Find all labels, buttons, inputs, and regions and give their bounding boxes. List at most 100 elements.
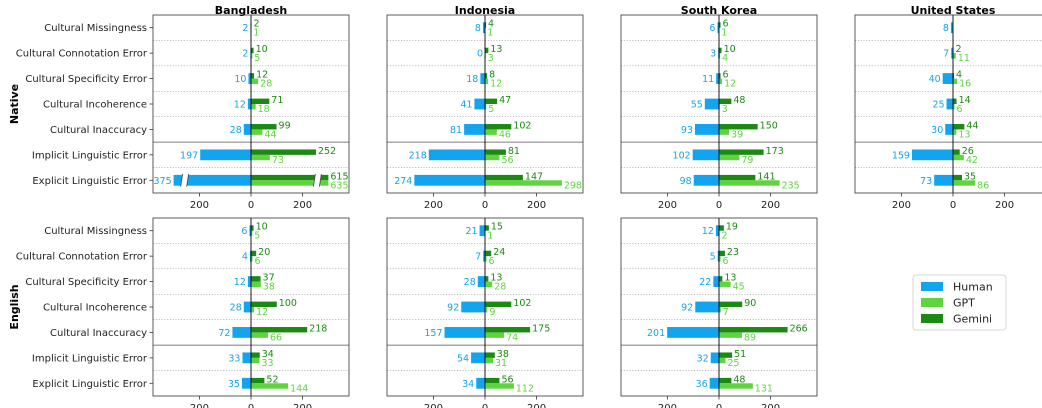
label-gpt-cultural-incoherence: 5: [488, 104, 494, 115]
label-human-cultural-specificity-error: 12: [234, 277, 246, 288]
bar-gemini-cultural-specificity-error: [719, 73, 721, 79]
bar-human-cultural-specificity-error: [716, 73, 719, 84]
y-tick-label-cultural-specificity-error: Cultural Specificity Error: [25, 74, 148, 85]
label-gpt-cultural-specificity-error: 28: [260, 79, 272, 90]
label-gemini-cultural-inaccuracy: 44: [966, 120, 978, 131]
x-tick-label: 200: [892, 200, 911, 211]
label-gpt-cultural-specificity-error: 45: [733, 282, 745, 293]
axis-break-line: [180, 173, 184, 187]
label-gpt-cultural-missingness: 1: [253, 28, 259, 39]
label-gemini-implicit-linguistic-error: 26: [962, 146, 974, 157]
label-human-cultural-connotation-error: 5: [710, 252, 716, 263]
bar-gpt-cultural-specificity-error: [251, 78, 259, 84]
label-gpt-explicit-linguistic-error: 235: [782, 180, 800, 191]
label-gemini-explicit-linguistic-error: 56: [501, 374, 513, 385]
axis-break-mark: [180, 173, 189, 187]
label-gpt-implicit-linguistic-error: 42: [966, 155, 978, 166]
bar-gemini-cultural-incoherence: [485, 98, 498, 104]
label-human-cultural-inaccuracy: 30: [931, 125, 943, 136]
bar-gemini-implicit-linguistic-error: [251, 352, 260, 358]
bar-gemini-cultural-incoherence: [719, 98, 732, 104]
bar-gemini-implicit-linguistic-error: [251, 149, 316, 155]
label-human-cultural-missingness: 8: [475, 23, 481, 34]
bar-human-cultural-inaccuracy: [464, 124, 485, 135]
bar-gemini-cultural-connotation-error: [719, 250, 725, 257]
bar-human-implicit-linguistic-error: [692, 149, 719, 161]
label-human-cultural-missingness: 2: [242, 23, 248, 34]
y-tick-label-cultural-inaccuracy: Cultural Inaccuracy: [50, 328, 147, 339]
label-gemini-cultural-inaccuracy: 266: [790, 323, 808, 334]
y-tick-label-explicit-linguistic-error: Explicit Linguistic Error: [32, 176, 148, 187]
x-tick-label: 0: [950, 200, 956, 211]
axis-break-line: [318, 173, 322, 187]
label-human-cultural-connotation-error: 2: [242, 49, 248, 60]
label-gemini-cultural-missingness: 10: [256, 222, 268, 233]
label-gpt-cultural-connotation-error: 6: [489, 256, 495, 267]
bar-gemini-cultural-specificity-error: [953, 73, 955, 79]
label-gpt-explicit-linguistic-error: 298: [564, 180, 582, 191]
label-gemini-cultural-specificity-error: 13: [724, 273, 736, 284]
bar-gpt-cultural-specificity-error: [953, 78, 958, 84]
label-gpt-cultural-incoherence: 9: [489, 307, 495, 318]
bar-human-implicit-linguistic-error: [471, 352, 485, 364]
labels-layer: Bangladesh Indonesia South Korea United Sta…: [8, 4, 996, 390]
label-human-implicit-linguistic-error: 33: [228, 353, 240, 364]
bar-gemini-cultural-missingness: [251, 225, 254, 231]
label-human-cultural-specificity-error: 18: [466, 74, 478, 85]
x-tick-label: 200: [293, 200, 312, 211]
bar-human-cultural-missingness: [715, 225, 719, 237]
label-gpt-implicit-linguistic-error: 25: [727, 358, 739, 369]
bar-human-cultural-missingness: [717, 22, 719, 34]
bar-human-cultural-inaccuracy: [232, 327, 251, 338]
label-human-cultural-specificity-error: 22: [699, 277, 711, 288]
bar-gemini-cultural-connotation-error: [251, 47, 254, 54]
x-tick-label: 0: [482, 200, 488, 211]
x-tick-label: 200: [658, 403, 677, 408]
label-gemini-cultural-connotation-error: 24: [493, 247, 505, 258]
bar-gpt-cultural-connotation-error: [719, 53, 721, 59]
bar-gemini-implicit-linguistic-error: [719, 352, 733, 358]
bar-gpt-cultural-connotation-error: [251, 256, 253, 262]
label-human-cultural-inaccuracy: 28: [230, 125, 242, 136]
x-tick-label: 200: [761, 200, 780, 211]
bar-gemini-cultural-incoherence: [251, 98, 270, 104]
label-human-cultural-incoherence: 12: [234, 100, 246, 111]
label-gemini-cultural-missingness: 19: [726, 222, 738, 233]
y-tick-label-cultural-missingness: Cultural Missingness: [44, 226, 147, 237]
bar-gemini-implicit-linguistic-error: [485, 149, 506, 155]
label-gemini-cultural-connotation-error: 2: [956, 44, 962, 55]
bar-human-explicit-linguistic-error: [414, 174, 485, 186]
x-tick-label: 200: [527, 403, 546, 408]
x-tick-label: 0: [716, 403, 722, 408]
bar-human-cultural-inaccuracy: [243, 124, 251, 135]
label-gpt-cultural-inaccuracy: 74: [506, 332, 518, 343]
label-human-explicit-linguistic-error: 73: [920, 176, 932, 187]
bar-gpt-implicit-linguistic-error: [251, 357, 260, 364]
label-gemini-cultural-connotation-error: 10: [724, 44, 736, 55]
label-gemini-cultural-connotation-error: 13: [490, 44, 502, 55]
label-gpt-cultural-inaccuracy: 13: [958, 129, 970, 140]
axis-break-mark: [313, 173, 322, 187]
column-title-indonesia: Indonesia: [455, 4, 515, 17]
label-human-cultural-missingness: 12: [702, 226, 714, 237]
label-gemini-cultural-connotation-error: 23: [727, 247, 739, 258]
bar-gemini-cultural-specificity-error: [485, 276, 489, 282]
bar-gemini-cultural-missingness: [719, 225, 724, 231]
x-tick-label: 200: [527, 200, 546, 211]
bar-human-cultural-connotation-error: [483, 250, 485, 262]
x-tick-label: 0: [248, 403, 254, 408]
bar-gpt-cultural-incoherence: [251, 104, 256, 110]
label-human-explicit-linguistic-error: 375: [153, 176, 171, 187]
label-gemini-cultural-specificity-error: 6: [723, 70, 729, 81]
bar-gpt-cultural-inaccuracy: [485, 332, 505, 338]
label-gpt-cultural-connotation-error: 11: [958, 53, 970, 64]
label-gemini-explicit-linguistic-error: 52: [266, 374, 278, 385]
bar-gemini-cultural-incoherence: [953, 98, 957, 104]
bar-human-cultural-incoherence: [704, 98, 719, 110]
bar-human-cultural-inaccuracy: [945, 124, 953, 135]
legend-swatch-gemini: [921, 314, 943, 323]
legend-label-human: Human: [953, 281, 993, 294]
bar-gemini-cultural-inaccuracy: [251, 124, 277, 130]
bar-gpt-cultural-incoherence: [485, 307, 488, 313]
